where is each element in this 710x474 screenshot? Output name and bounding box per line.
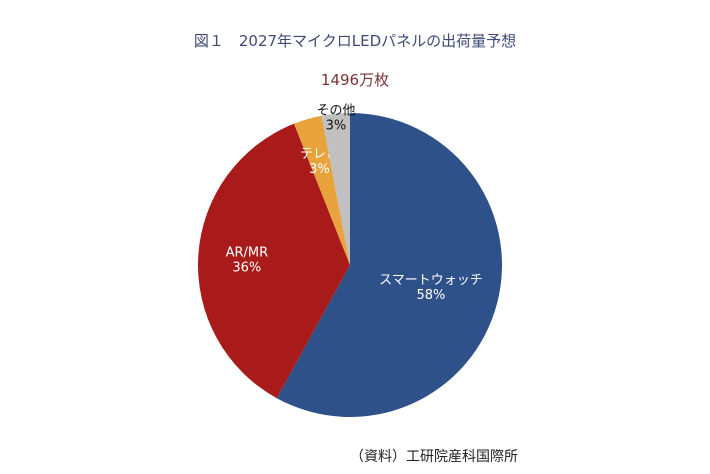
source-note: （資料）工研院産科国際所: [350, 449, 518, 465]
slice-value-label: 58%: [417, 288, 446, 303]
chart-title: 図１ 2027年マイクロLEDパネルの出荷量予想: [193, 32, 517, 50]
pie-slice-2: [294, 115, 350, 265]
chart-subtitle: 1496万枚: [320, 71, 390, 89]
slice-value-label: 3%: [309, 162, 330, 177]
pie-slice-0: [276, 113, 503, 418]
pie-slice-1: [198, 123, 350, 399]
slice-category-label: その他: [316, 104, 355, 119]
slice-value-label: 3%: [326, 119, 347, 134]
slice-category-label: AR/MR: [226, 246, 269, 261]
slice-category-label: スマートウォッチ: [379, 273, 483, 288]
pie-slice-3: [321, 113, 350, 265]
slice-value-label: 36%: [232, 261, 261, 276]
